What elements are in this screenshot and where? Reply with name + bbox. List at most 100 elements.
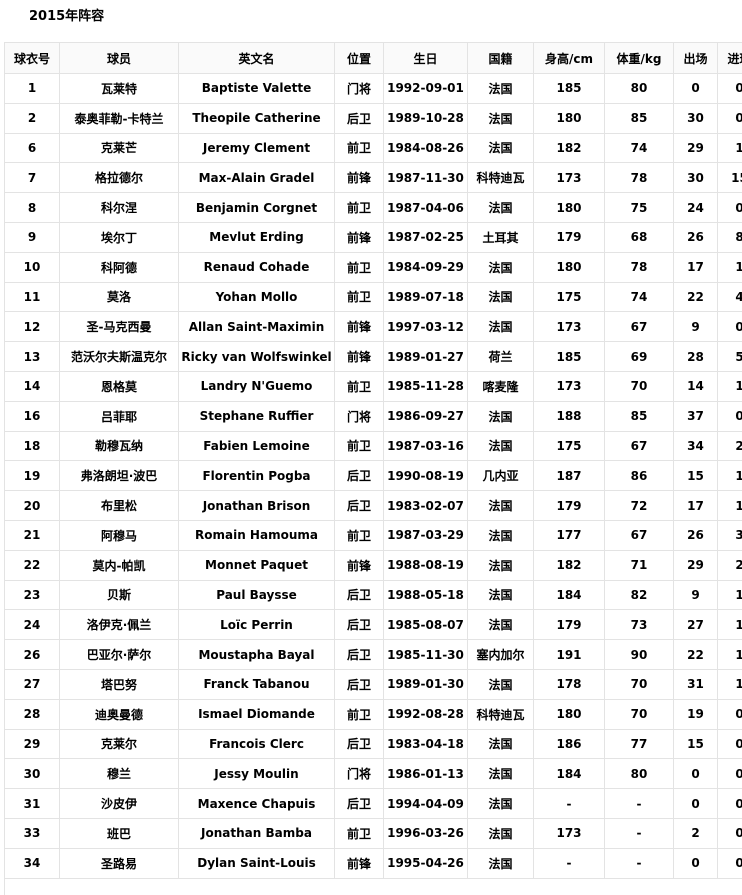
cell-position: 前卫 [334, 132, 384, 164]
cell-nationality: 法国 [467, 847, 534, 879]
cell-position: 后卫 [334, 102, 384, 134]
cell-player-name: 吕菲耶 [59, 400, 179, 432]
table-header: 球衣号 球员 英文名 位置 生日 国籍 身高/cm 体重/kg 出场 进球 [4, 42, 742, 74]
cell-english-name: Monnet Paquet [178, 549, 335, 581]
cell-shirt-number: 18 [4, 430, 60, 462]
cell-weight: 75 [604, 192, 674, 223]
cell-appearances: 9 [673, 311, 718, 343]
cell-player-name: 班巴 [59, 817, 179, 849]
cell-nationality: 法国 [467, 728, 534, 760]
table-row: 20 布里松 Jonathan Brison 后卫 1983-02-07 法国 179 72 1… [4, 490, 742, 521]
cell-shirt-number: 12 [4, 311, 60, 343]
cell-position: 前锋 [334, 311, 384, 343]
cell-position: 门将 [334, 400, 384, 432]
cell-player-name: 圣路易 [59, 847, 179, 879]
cell-goals: 0 [717, 400, 742, 432]
cell-player-name: 莫内-帕凯 [59, 549, 179, 581]
cell-weight: 86 [604, 460, 674, 492]
cell-nationality: 喀麦隆 [467, 370, 534, 402]
cell-nationality: 科特迪瓦 [467, 162, 534, 194]
cell-goals: 0 [717, 311, 742, 343]
cell-weight: 78 [604, 162, 674, 194]
cell-nationality: 法国 [467, 281, 534, 313]
cell-goals: 0 [717, 698, 742, 730]
cell-weight: 70 [604, 698, 674, 730]
cell-height: - [533, 788, 605, 819]
cell-english-name: Florentin Pogba [178, 460, 335, 492]
cell-english-name: Benjamin Corgnet [178, 192, 335, 223]
cell-weight: 70 [604, 370, 674, 402]
cell-player-name: 沙皮伊 [59, 788, 179, 819]
cell-appearances: 26 [673, 221, 718, 253]
cell-english-name: Jonathan Brison [178, 490, 335, 521]
cell-goals: 0 [717, 102, 742, 134]
cell-english-name: Landry N'Guemo [178, 370, 335, 402]
cell-height: 177 [533, 519, 605, 551]
cell-player-name: 阿穆马 [59, 519, 179, 551]
cell-english-name: Jeremy Clement [178, 132, 335, 164]
cell-position: 后卫 [334, 609, 384, 641]
cell-birthday: 1987-11-30 [383, 162, 468, 194]
cell-goals: 4 [717, 281, 742, 313]
cell-english-name: Moustapha Bayal [178, 639, 335, 670]
cell-appearances: 0 [673, 73, 718, 104]
cell-shirt-number: 29 [4, 728, 60, 760]
cell-player-name: 巴亚尔·萨尔 [59, 639, 179, 670]
cell-position: 后卫 [334, 579, 384, 611]
cell-weight: 71 [604, 549, 674, 581]
cell-birthday: 1987-04-06 [383, 192, 468, 223]
cell-weight: 82 [604, 579, 674, 611]
cell-height: 185 [533, 73, 605, 104]
column-header-weight: 体重/kg [604, 42, 674, 74]
table-row: 19 弗洛朗坦·波巴 Florentin Pogba 后卫 1990-08-19 几内亚 1… [4, 460, 742, 492]
cell-goals: 1 [717, 609, 742, 641]
cell-player-name: 科阿德 [59, 251, 179, 283]
cell-position: 后卫 [334, 460, 384, 492]
cell-height: 173 [533, 370, 605, 402]
cell-player-name: 泰奥菲勒-卡特兰 [59, 102, 179, 134]
cell-english-name: Max-Alain Gradel [178, 162, 335, 194]
cell-birthday: 1985-11-28 [383, 370, 468, 402]
cell-player-name: 勒穆瓦纳 [59, 430, 179, 462]
cell-goals: 1 [717, 668, 742, 700]
cell-english-name: Theopile Catherine [178, 102, 335, 134]
cell-player-name: 克莱芒 [59, 132, 179, 164]
cell-position: 门将 [334, 758, 384, 790]
column-header-appearances: 出场 [673, 42, 718, 74]
cell-birthday: 1984-08-26 [383, 132, 468, 164]
cell-goals: 0 [717, 73, 742, 104]
cell-appearances: 2 [673, 817, 718, 849]
cell-position: 门将 [334, 73, 384, 104]
cell-weight: 74 [604, 281, 674, 313]
cell-height: 175 [533, 430, 605, 462]
cell-goals: 3 [717, 519, 742, 551]
cell-english-name: Mevlut Erding [178, 221, 335, 253]
cell-birthday: 1989-01-30 [383, 668, 468, 700]
cell-goals: 1 [717, 490, 742, 521]
cell-goals: 1 [717, 460, 742, 492]
cell-height: 179 [533, 609, 605, 641]
roster-table-container: 球衣号 球员 英文名 位置 生日 国籍 身高/cm 体重/kg 出场 进球 1瓦… [4, 42, 742, 895]
cell-shirt-number: 8 [4, 192, 60, 223]
column-header-birthday: 生日 [383, 42, 468, 74]
cell-goals: 15 [717, 162, 742, 194]
table-row: 7 格拉德尔 Max-Alain Gradel 前锋 1987-11-30 科特迪瓦 173… [4, 162, 742, 194]
cell-height: 186 [533, 728, 605, 760]
cell-shirt-number: 13 [4, 341, 60, 372]
cell-weight: 74 [604, 132, 674, 164]
cell-birthday: 1988-08-19 [383, 549, 468, 581]
cell-height: 180 [533, 102, 605, 134]
cell-nationality: 法国 [467, 519, 534, 551]
cell-weight: 80 [604, 73, 674, 104]
cell-english-name: Stephane Ruffier [178, 400, 335, 432]
cell-shirt-number: 30 [4, 758, 60, 790]
table-row: 1 瓦莱特 Baptiste Valette 门将 1992-09-01 法国 185 80 0… [4, 73, 742, 104]
cell-english-name: Jessy Moulin [178, 758, 335, 790]
table-body: 1 瓦莱特 Baptiste Valette 门将 1992-09-01 法国 185 80 0… [4, 73, 742, 895]
cell-english-name: Franck Tabanou [178, 668, 335, 700]
cell-shirt-number: 9 [4, 221, 60, 253]
cell-appearances: 34 [673, 430, 718, 462]
